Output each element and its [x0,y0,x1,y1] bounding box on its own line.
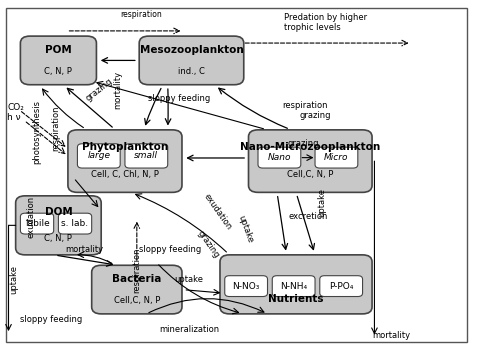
Text: grazing: grazing [287,139,319,148]
Text: uptake: uptake [9,265,18,294]
Text: Nutrients: Nutrients [268,294,324,304]
FancyBboxPatch shape [77,144,120,168]
Text: mortality: mortality [372,331,410,340]
Text: N-NH₄: N-NH₄ [280,282,307,290]
Text: Micro: Micro [324,153,348,162]
Text: ind., C: ind., C [178,66,205,76]
Text: s. lab.: s. lab. [62,219,88,228]
Text: exudation: exudation [202,191,233,231]
Text: DOM: DOM [44,207,72,217]
Text: mineralization: mineralization [159,325,219,334]
Text: Nano-Microzooplankton: Nano-Microzooplankton [240,142,380,152]
Text: Cell,C, N, P: Cell,C, N, P [287,170,334,179]
Text: grazing: grazing [196,229,221,260]
Text: exudation: exudation [26,196,35,238]
Text: Bacteria: Bacteria [112,274,162,284]
Text: respiration: respiration [121,10,163,19]
FancyBboxPatch shape [21,36,97,85]
FancyBboxPatch shape [125,144,168,168]
Text: grazing: grazing [84,77,114,103]
FancyBboxPatch shape [225,276,268,296]
Text: uptake: uptake [237,214,255,244]
FancyBboxPatch shape [272,276,315,296]
Text: C, N, P: C, N, P [44,66,72,76]
FancyBboxPatch shape [16,196,101,255]
Text: Mesozooplankton: Mesozooplankton [140,45,243,55]
Text: mortality: mortality [113,71,122,109]
Text: Nano: Nano [268,153,291,162]
Text: uptake: uptake [318,188,326,217]
Text: Cell, C, Chl, N, P: Cell, C, Chl, N, P [91,170,159,179]
Text: uptake: uptake [174,275,204,284]
Text: Phytoplankton: Phytoplankton [82,142,168,152]
FancyBboxPatch shape [220,255,372,314]
FancyBboxPatch shape [92,265,182,314]
FancyBboxPatch shape [58,213,92,234]
FancyBboxPatch shape [68,130,182,192]
Text: P-PO₄: P-PO₄ [329,282,353,290]
Text: photosynthesis: photosynthesis [33,100,42,163]
Text: labile: labile [25,219,49,228]
FancyBboxPatch shape [249,130,372,192]
Text: N-NO₃: N-NO₃ [232,282,260,290]
Text: Cell,C, N, P: Cell,C, N, P [114,296,160,305]
Text: respiration: respiration [132,248,141,293]
Text: trophic levels: trophic levels [284,23,341,32]
Text: CO₂: CO₂ [7,103,24,112]
Text: h ν: h ν [7,113,21,122]
Text: POM: POM [45,45,72,55]
Text: excretion: excretion [288,212,327,221]
FancyBboxPatch shape [258,147,301,168]
Text: Predation by higher: Predation by higher [284,13,367,21]
Text: sloppy feeding: sloppy feeding [139,245,201,254]
Text: grazing: grazing [299,111,331,120]
Text: sloppy feeding: sloppy feeding [21,315,83,324]
Text: small: small [134,152,158,160]
FancyBboxPatch shape [315,147,358,168]
Text: C, N, P: C, N, P [44,234,72,243]
Text: large: large [87,152,110,160]
Text: respiration: respiration [282,101,327,110]
FancyBboxPatch shape [21,213,54,234]
FancyBboxPatch shape [139,36,244,85]
Text: mortality: mortality [65,245,104,254]
FancyBboxPatch shape [320,276,362,296]
Text: sloppy feeding: sloppy feeding [149,94,211,103]
Text: respiration: respiration [52,105,61,151]
